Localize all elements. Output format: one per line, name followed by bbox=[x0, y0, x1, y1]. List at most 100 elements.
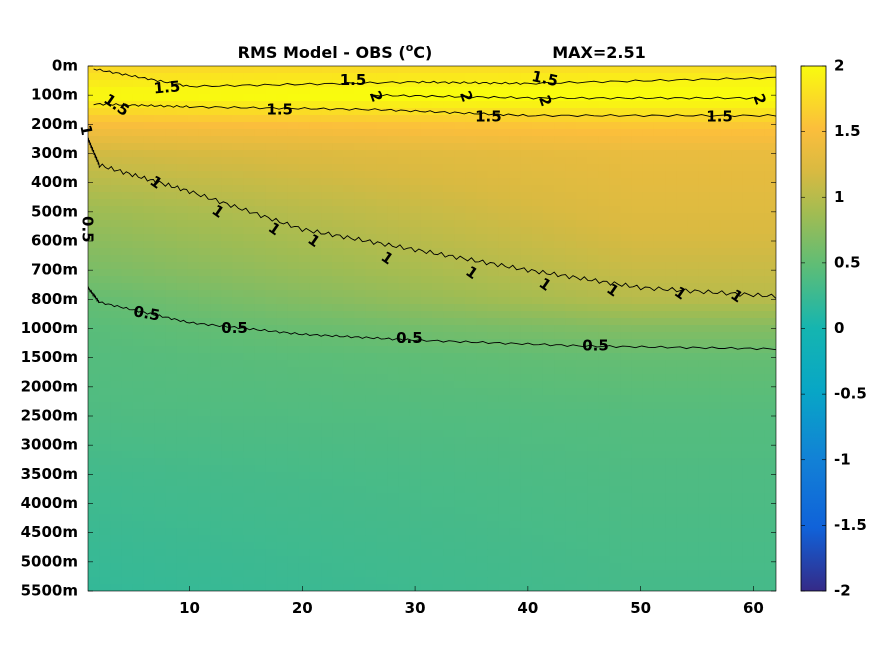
heatmap-cell bbox=[232, 388, 244, 396]
heatmap-cell bbox=[276, 493, 289, 501]
heatmap-cell bbox=[132, 80, 145, 88]
heatmap-cell bbox=[243, 381, 256, 389]
heatmap-cell bbox=[365, 80, 378, 88]
heatmap-cell bbox=[198, 360, 211, 368]
heatmap-cell bbox=[465, 122, 477, 130]
heatmap-cell bbox=[210, 311, 222, 319]
heatmap-cell bbox=[376, 290, 389, 298]
heatmap-cell bbox=[598, 248, 611, 256]
heatmap-cell bbox=[187, 157, 200, 165]
heatmap-cell bbox=[88, 66, 100, 74]
heatmap-cell bbox=[432, 311, 444, 319]
heatmap-cell bbox=[609, 451, 622, 459]
heatmap-cell bbox=[554, 437, 566, 445]
heatmap-cell bbox=[753, 451, 766, 459]
heatmap-cell bbox=[565, 290, 577, 298]
heatmap-cell bbox=[232, 339, 244, 347]
heatmap-cell bbox=[365, 290, 378, 298]
heatmap-cell bbox=[254, 465, 267, 473]
heatmap-cell bbox=[154, 444, 167, 452]
heatmap-cell bbox=[321, 234, 333, 242]
heatmap-cell bbox=[409, 507, 422, 515]
heatmap-cell bbox=[631, 416, 644, 424]
heatmap-cell bbox=[165, 178, 178, 186]
heatmap-cell bbox=[454, 346, 466, 354]
heatmap-cell bbox=[742, 164, 755, 172]
heatmap-cell bbox=[265, 87, 278, 95]
heatmap-cell bbox=[576, 479, 588, 487]
heatmap-cell bbox=[210, 87, 222, 95]
heatmap-cell bbox=[631, 332, 644, 340]
heatmap-cell bbox=[432, 430, 444, 438]
heatmap-cell bbox=[398, 465, 411, 473]
heatmap-cell bbox=[332, 507, 344, 515]
heatmap-cell bbox=[631, 80, 644, 88]
heatmap-cell bbox=[110, 80, 122, 88]
heatmap-cell bbox=[398, 360, 411, 368]
heatmap-cell bbox=[265, 563, 278, 571]
heatmap-cell bbox=[287, 360, 300, 368]
heatmap-cell bbox=[731, 353, 744, 361]
heatmap-cell bbox=[509, 87, 522, 95]
heatmap-cell bbox=[598, 80, 611, 88]
heatmap-cell bbox=[465, 381, 477, 389]
heatmap-cell bbox=[531, 255, 544, 263]
heatmap-cell bbox=[110, 234, 122, 242]
heatmap-cell bbox=[531, 297, 544, 305]
heatmap-cell bbox=[88, 542, 100, 550]
heatmap-cell bbox=[276, 262, 289, 270]
heatmap-cell bbox=[642, 556, 655, 564]
heatmap-cell bbox=[531, 199, 544, 207]
heatmap-cell bbox=[631, 486, 644, 494]
heatmap-cell bbox=[720, 150, 733, 158]
heatmap-cell bbox=[476, 262, 489, 270]
heatmap-cell bbox=[276, 437, 289, 445]
heatmap-cell bbox=[598, 549, 611, 557]
heatmap-cell bbox=[764, 360, 776, 368]
heatmap-cell bbox=[665, 395, 677, 403]
heatmap-cell bbox=[309, 458, 322, 466]
heatmap-cell bbox=[309, 542, 322, 550]
heatmap-cell bbox=[598, 472, 611, 480]
heatmap-cell bbox=[165, 241, 178, 249]
heatmap-cell bbox=[731, 115, 744, 123]
heatmap-cell bbox=[110, 444, 122, 452]
heatmap-cell bbox=[509, 416, 522, 424]
heatmap-cell bbox=[165, 213, 178, 221]
heatmap-cell bbox=[554, 423, 566, 431]
heatmap-cell bbox=[354, 542, 367, 550]
heatmap-cell bbox=[420, 430, 433, 438]
heatmap-cell bbox=[531, 311, 544, 319]
heatmap-cell bbox=[642, 500, 655, 508]
heatmap-cell bbox=[687, 458, 699, 466]
heatmap-cell bbox=[420, 129, 433, 137]
heatmap-cell bbox=[354, 430, 367, 438]
heatmap-cell bbox=[720, 458, 733, 466]
heatmap-cell bbox=[476, 283, 489, 291]
heatmap-cell bbox=[287, 563, 300, 571]
heatmap-cell bbox=[132, 290, 145, 298]
heatmap-cell bbox=[121, 556, 133, 564]
heatmap-cell bbox=[576, 94, 588, 102]
heatmap-cell bbox=[653, 304, 666, 312]
heatmap-cell bbox=[509, 486, 522, 494]
heatmap-cell bbox=[731, 465, 744, 473]
heatmap-cell bbox=[554, 577, 566, 585]
heatmap-cell bbox=[210, 542, 222, 550]
heatmap-cell bbox=[343, 346, 355, 354]
heatmap-cell bbox=[287, 157, 300, 165]
heatmap-cell bbox=[165, 325, 178, 333]
heatmap-cell bbox=[298, 220, 311, 228]
heatmap-cell bbox=[254, 248, 267, 256]
y-tick-label: 300m bbox=[31, 144, 78, 162]
heatmap-cell bbox=[509, 115, 522, 123]
heatmap-cell bbox=[687, 304, 699, 312]
heatmap-cell bbox=[454, 276, 466, 284]
heatmap-cell bbox=[276, 241, 289, 249]
heatmap-cell bbox=[476, 493, 489, 501]
heatmap-cell bbox=[476, 164, 489, 172]
heatmap-cell bbox=[198, 451, 211, 459]
heatmap-cell bbox=[121, 206, 133, 214]
heatmap-cell bbox=[465, 262, 477, 270]
heatmap-cell bbox=[376, 346, 389, 354]
